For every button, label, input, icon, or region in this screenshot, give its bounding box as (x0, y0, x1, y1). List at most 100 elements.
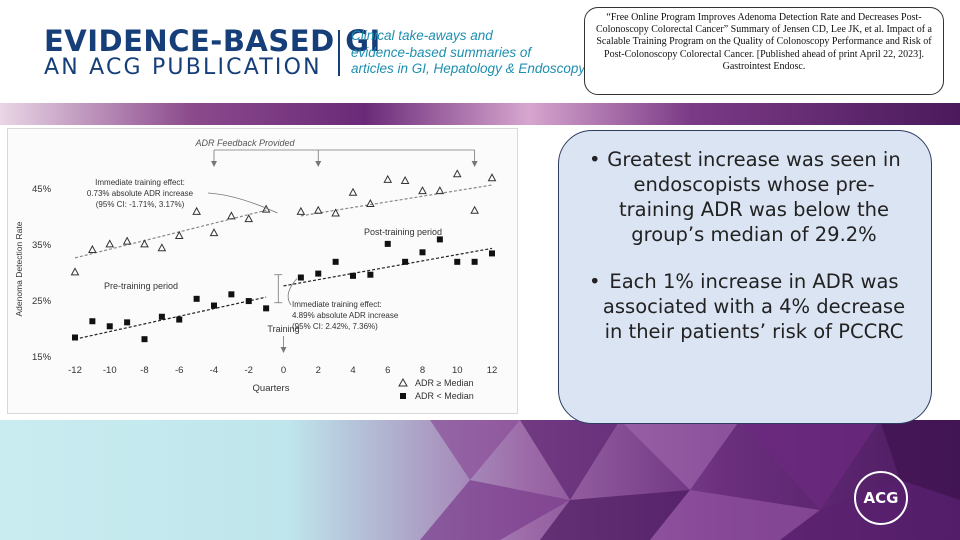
finding-item: • Each 1% increase in ADR was associated … (581, 269, 909, 344)
finding-text: Each 1% increase in ADR was associated w… (602, 270, 906, 343)
tagline-line: Clinical take-aways and (351, 28, 493, 43)
legend-label: ADR ≥ Median (415, 378, 473, 388)
legend-label: ADR < Median (415, 391, 474, 401)
lower-effect-text: 4.89% absolute ADR increase (292, 311, 399, 320)
x-tick-label: 0 (281, 365, 286, 376)
x-tick-label: -8 (140, 365, 148, 376)
footer-mosaic (420, 420, 960, 540)
triangle-point (122, 236, 132, 245)
feedback-label: ADR Feedback Provided (194, 138, 295, 148)
triangle-point (470, 205, 479, 214)
triangle-point (88, 244, 97, 253)
findings-list: • Greatest increase was seen in endoscopi… (581, 147, 909, 344)
bullet-dot: • (589, 270, 601, 293)
lower-effect-text: Immediate training effect: (292, 300, 382, 309)
training-label: Training (267, 324, 299, 334)
square-point (471, 258, 478, 265)
square-point (176, 316, 183, 323)
triangle-point (383, 174, 393, 183)
finding-text: Greatest increase was seen in endoscopis… (607, 148, 901, 246)
citation-box: “Free Online Program Improves Adenoma De… (584, 7, 944, 95)
square-point (436, 236, 443, 243)
x-tick-label: -10 (103, 365, 117, 376)
y-axis-title: Adenoma Detection Rate (14, 221, 24, 316)
square-point (297, 274, 304, 281)
triangle-point (348, 187, 358, 196)
training-arrowhead (280, 347, 287, 353)
x-tick-label: -2 (245, 365, 253, 376)
upper-effect-text: 0.73% absolute ADR increase (87, 189, 194, 198)
y-tick-label: 15% (32, 352, 52, 363)
post-period-label: Post-training period (364, 227, 442, 237)
tagline-line: articles in GI, Hepatology & Endoscopy (351, 61, 586, 76)
acg-logo-text: ACG (863, 489, 899, 507)
triangle-point (313, 205, 323, 214)
x-tick-label: 10 (452, 365, 463, 376)
decorative-footer (0, 420, 960, 540)
square-point (228, 291, 235, 298)
legend-triangle-marker (398, 377, 408, 387)
tagline: Clinical take-aways and evidence-based s… (351, 28, 585, 78)
square-point (158, 313, 165, 320)
square-point (106, 323, 113, 330)
triangle-point (209, 228, 219, 237)
chart-axes: 15% 25% 35% 45% -12 -10 -8 -6 -4 -2 0 2 4 6 8 10 12 Quart… (14, 184, 497, 394)
triangle-point (70, 267, 80, 276)
square-point (402, 258, 409, 265)
feedback-arrowhead (315, 161, 322, 167)
legend-square-marker (400, 393, 406, 399)
x-tick-label: 4 (350, 365, 355, 376)
chart-annotations: ADR Feedback Provided Immediate training … (87, 138, 478, 353)
upper-effect-text: Immediate training effect: (95, 178, 185, 187)
header-banner: EVIDENCE-BASED GI AN ACG PUBLICATION Cli… (0, 0, 960, 103)
finding-item: • Greatest increase was seen in endoscopi… (581, 147, 909, 247)
x-axis-title: Quarters (253, 383, 290, 394)
data-points (70, 169, 497, 343)
square-point (489, 250, 495, 257)
triangle-point (157, 243, 167, 252)
square-point (141, 336, 148, 343)
bullet-dot: • (589, 148, 601, 171)
x-tick-label: 12 (487, 365, 498, 376)
trend-line (283, 247, 493, 287)
trend-line (74, 296, 267, 340)
tagline-line: evidence-based summaries of (351, 44, 532, 60)
x-tick-label: 6 (385, 365, 390, 376)
brand-title: EVIDENCE-BASED GI (44, 24, 381, 58)
trend-line (74, 209, 267, 259)
feedback-arrowhead (211, 161, 217, 167)
x-tick-label: 2 (316, 365, 321, 376)
chart-panel: 15% 25% 35% 45% -12 -10 -8 -6 -4 -2 0 2 4 6 8 10 12 Quart… (7, 128, 518, 414)
x-tick-label: 8 (420, 365, 425, 376)
decorative-band (0, 103, 960, 125)
triangle-point (366, 198, 375, 208)
lower-effect-text: (95% CI: 2.42%, 7.36%) (292, 322, 378, 331)
key-findings-box: • Greatest increase was seen in endoscopi… (558, 130, 932, 424)
triangle-point (244, 214, 254, 223)
square-point (454, 258, 461, 265)
chart-legend: ADR ≥ Median ADR < Median (398, 377, 474, 401)
pre-period-label: Pre-training period (104, 281, 178, 291)
triangle-point (140, 239, 149, 248)
square-point (419, 249, 426, 256)
upper-effect-arrow (207, 192, 278, 214)
brand-subtitle: AN ACG PUBLICATION (44, 55, 322, 80)
square-point (315, 270, 322, 277)
square-point (263, 305, 270, 312)
y-tick-label: 25% (32, 296, 52, 307)
square-point (193, 295, 200, 302)
trend-line (300, 184, 493, 217)
x-tick-label: -4 (210, 365, 218, 376)
square-point (350, 272, 356, 279)
lower-effect-arrow (287, 278, 298, 306)
triangle-point (452, 169, 462, 178)
x-tick-label: -12 (68, 365, 82, 376)
square-point (124, 319, 131, 326)
triangle-point (400, 175, 410, 185)
triangle-point (487, 173, 497, 182)
feedback-arrowhead (471, 161, 478, 167)
x-tick-label: -6 (175, 365, 183, 376)
y-tick-label: 35% (32, 240, 52, 251)
brand-divider (338, 30, 340, 76)
trend-lines (74, 184, 493, 340)
